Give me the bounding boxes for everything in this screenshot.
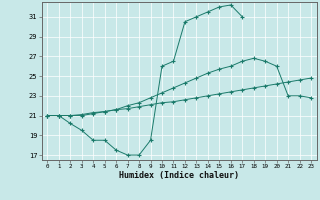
X-axis label: Humidex (Indice chaleur): Humidex (Indice chaleur) bbox=[119, 171, 239, 180]
